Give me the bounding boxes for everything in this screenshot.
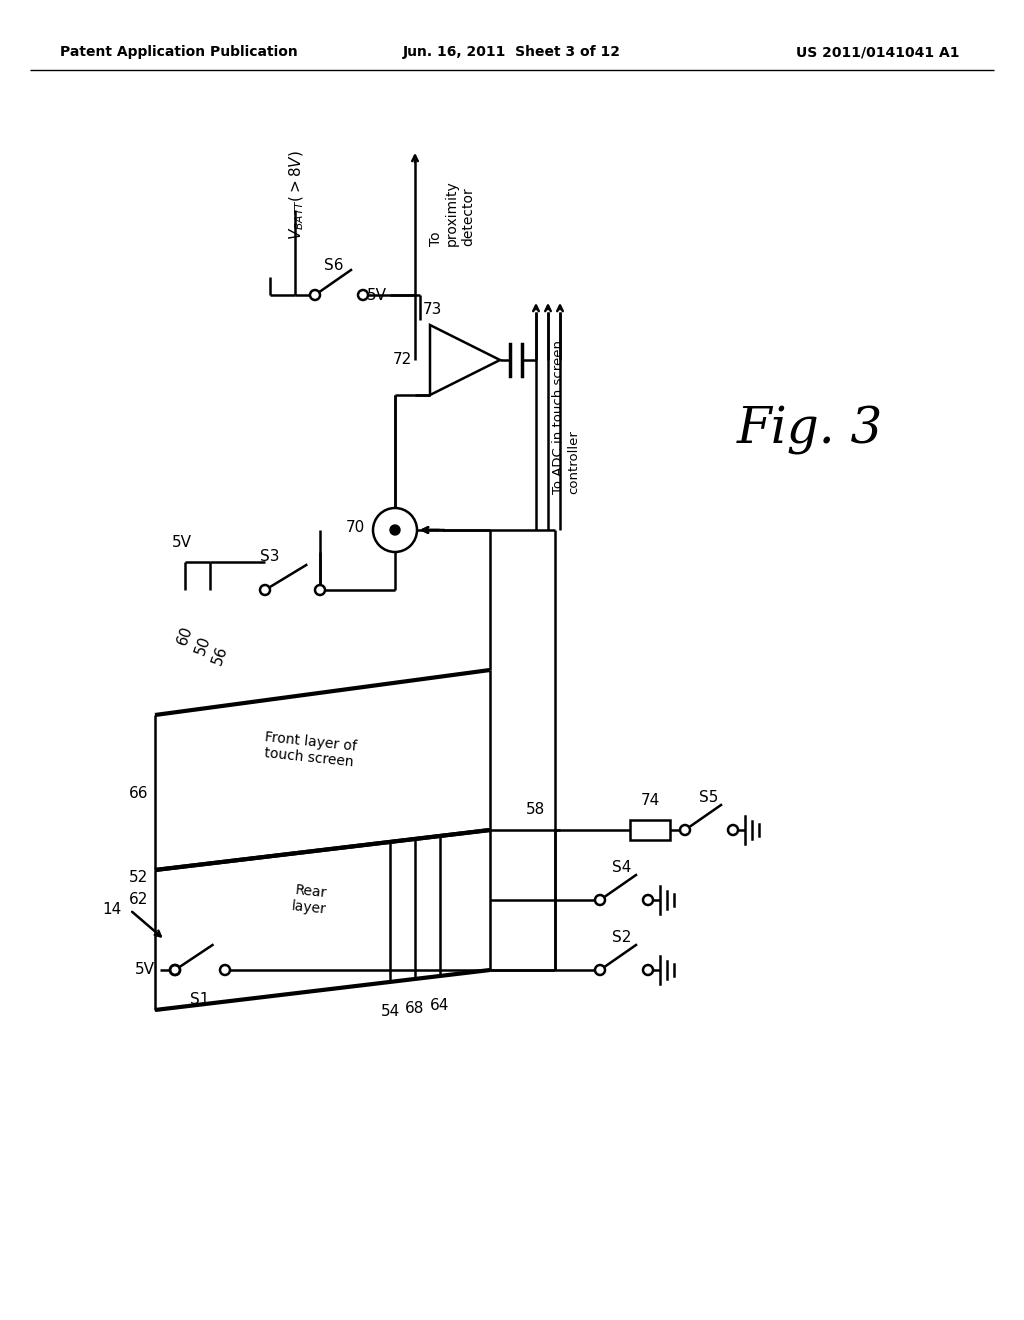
Circle shape	[390, 525, 400, 535]
Circle shape	[315, 585, 325, 595]
Circle shape	[310, 290, 319, 300]
Circle shape	[643, 895, 653, 906]
Text: 54: 54	[380, 1005, 399, 1019]
Circle shape	[170, 965, 180, 975]
Text: Front layer of
touch screen: Front layer of touch screen	[262, 730, 357, 770]
Text: S3: S3	[260, 549, 280, 564]
Text: 50: 50	[193, 634, 214, 656]
Text: Fig. 3: Fig. 3	[737, 405, 883, 454]
Circle shape	[373, 508, 417, 552]
Text: S1: S1	[190, 993, 210, 1007]
Text: S6: S6	[325, 257, 344, 273]
Bar	[630, 820, 670, 840]
Circle shape	[680, 825, 690, 836]
Text: To
proximity
detector: To proximity detector	[429, 180, 475, 246]
Text: 73: 73	[423, 302, 442, 318]
Text: 5V: 5V	[172, 535, 193, 550]
Text: 66: 66	[128, 785, 148, 800]
Text: 5V: 5V	[135, 962, 155, 978]
Text: 70: 70	[346, 520, 365, 535]
Text: 62: 62	[129, 892, 148, 908]
Text: Rear
layer: Rear layer	[291, 883, 329, 917]
Text: Patent Application Publication: Patent Application Publication	[60, 45, 298, 59]
Circle shape	[643, 965, 653, 975]
Text: 52: 52	[129, 870, 148, 884]
Text: S5: S5	[699, 789, 719, 805]
Text: S2: S2	[612, 931, 632, 945]
Text: S4: S4	[612, 861, 632, 875]
Circle shape	[595, 965, 605, 975]
Text: $V_{BATT}(>8V)$: $V_{BATT}(>8V)$	[288, 150, 306, 240]
Text: 5V: 5V	[367, 288, 387, 302]
Circle shape	[220, 965, 230, 975]
Text: 14: 14	[102, 903, 122, 917]
Text: 68: 68	[406, 1001, 425, 1016]
Circle shape	[595, 895, 605, 906]
Text: US 2011/0141041 A1: US 2011/0141041 A1	[797, 45, 961, 59]
Text: To ADC in touch screen
controller: To ADC in touch screen controller	[552, 341, 580, 494]
Circle shape	[728, 825, 738, 836]
Text: 64: 64	[430, 998, 450, 1012]
Text: 72: 72	[393, 352, 412, 367]
Text: 74: 74	[640, 793, 659, 808]
Circle shape	[358, 290, 368, 300]
Text: 60: 60	[175, 623, 196, 647]
Text: 56: 56	[210, 643, 230, 667]
Text: 58: 58	[525, 803, 545, 817]
Circle shape	[260, 585, 270, 595]
Text: Jun. 16, 2011  Sheet 3 of 12: Jun. 16, 2011 Sheet 3 of 12	[403, 45, 621, 59]
Circle shape	[170, 965, 180, 975]
